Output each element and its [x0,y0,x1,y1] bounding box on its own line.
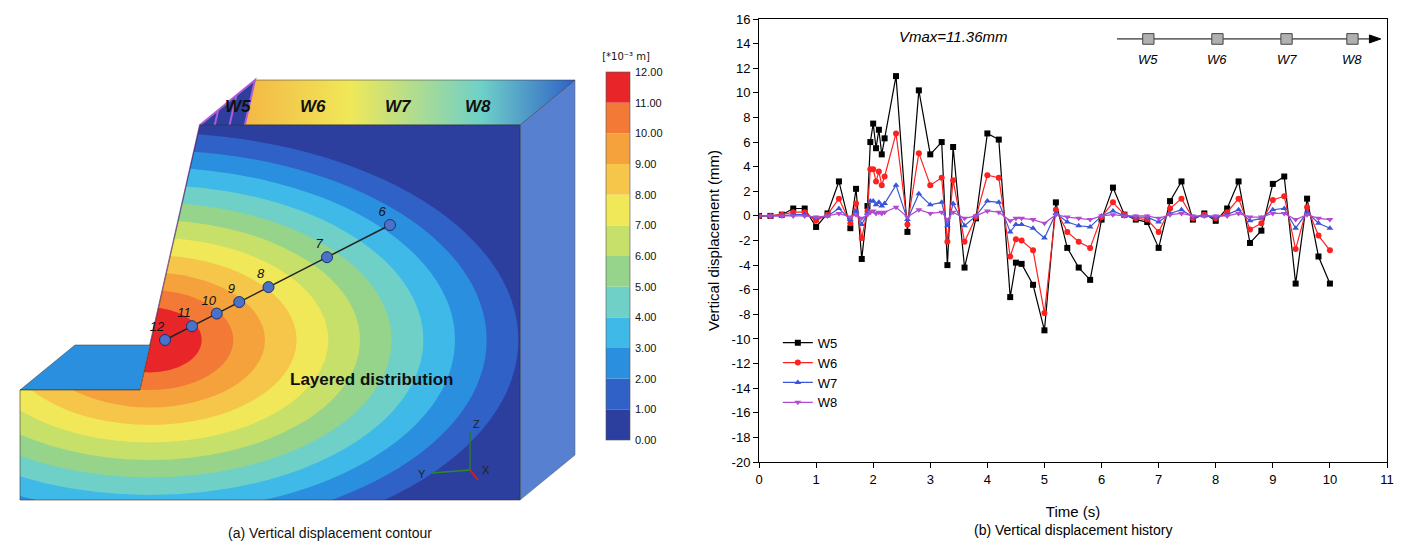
svg-text:9: 9 [1269,472,1276,487]
svg-text:9.00: 9.00 [635,158,656,170]
svg-text:10.00: 10.00 [635,127,663,139]
svg-text:-14: -14 [732,381,751,396]
svg-text:-12: -12 [732,356,751,371]
svg-text:1.00: 1.00 [635,403,656,415]
svg-text:W8: W8 [465,97,491,116]
svg-text:2: 2 [870,472,877,487]
svg-text:1: 1 [812,472,819,487]
svg-text:11: 11 [1380,472,1394,487]
svg-text:[*10⁻³ m]: [*10⁻³ m] [602,51,650,62]
svg-text:7: 7 [315,236,323,251]
svg-text:W5: W5 [225,97,251,116]
svg-text:-4: -4 [739,258,751,273]
svg-text:8: 8 [743,110,750,125]
svg-text:-18: -18 [732,430,751,445]
svg-text:6: 6 [743,135,750,150]
svg-text:6: 6 [1098,472,1105,487]
svg-text:-16: -16 [732,405,751,420]
svg-text:11.00: 11.00 [635,97,662,109]
svg-text:-20: -20 [732,455,751,470]
svg-text:2.00: 2.00 [635,373,656,385]
svg-text:8.00: 8.00 [635,189,656,201]
svg-text:(a) Vertical displacement cont: (a) Vertical displacement contour [228,525,432,541]
svg-text:Y: Y [418,468,426,480]
svg-text:0: 0 [743,208,750,223]
svg-text:Layered distribution: Layered distribution [290,370,453,389]
svg-text:-6: -6 [739,282,751,297]
svg-text:W7: W7 [385,97,412,116]
svg-text:W8: W8 [818,395,838,410]
svg-text:4.00: 4.00 [635,311,656,323]
svg-text:4: 4 [743,159,750,174]
svg-text:0.00: 0.00 [635,434,656,446]
svg-text:2: 2 [743,184,750,199]
svg-text:3.00: 3.00 [635,342,656,354]
svg-text:W8: W8 [1342,52,1362,67]
svg-text:10: 10 [202,293,217,308]
svg-text:16: 16 [736,12,750,27]
svg-text:11: 11 [177,305,191,320]
svg-text:8: 8 [257,266,265,281]
svg-text:9: 9 [228,281,235,296]
svg-text:(b) Vertical displacement hist: (b) Vertical displacement history [974,522,1172,538]
svg-text:10: 10 [736,85,750,100]
svg-text:X: X [482,464,490,476]
svg-text:W5: W5 [1138,52,1158,67]
svg-text:W7: W7 [818,376,838,391]
svg-text:14: 14 [736,36,750,51]
svg-text:Z: Z [473,418,480,430]
svg-text:-10: -10 [732,331,751,346]
svg-text:-2: -2 [739,233,751,248]
svg-text:4: 4 [984,472,991,487]
svg-text:-8: -8 [739,307,751,322]
svg-text:7.00: 7.00 [635,219,656,231]
svg-text:W7: W7 [1277,52,1297,67]
svg-text:W6: W6 [818,356,838,371]
svg-text:0: 0 [755,472,762,487]
svg-text:12: 12 [736,61,750,76]
svg-text:5.00: 5.00 [635,281,656,293]
svg-text:8: 8 [1212,472,1219,487]
svg-text:12.00: 12.00 [635,66,663,78]
svg-text:W6: W6 [1207,52,1227,67]
svg-text:Time (s): Time (s) [1046,503,1100,520]
svg-text:W5: W5 [818,336,838,351]
svg-text:6.00: 6.00 [635,250,656,262]
svg-text:W6: W6 [300,97,326,116]
svg-text:Vmax=11.36mm: Vmax=11.36mm [899,28,1008,45]
svg-text:7: 7 [1155,472,1162,487]
svg-text:10: 10 [1323,472,1337,487]
svg-text:3: 3 [927,472,934,487]
svg-text:Vertical displacement (mm): Vertical displacement (mm) [705,150,722,331]
svg-text:5: 5 [1041,472,1048,487]
svg-text:12: 12 [150,319,165,334]
svg-text:6: 6 [378,204,386,219]
